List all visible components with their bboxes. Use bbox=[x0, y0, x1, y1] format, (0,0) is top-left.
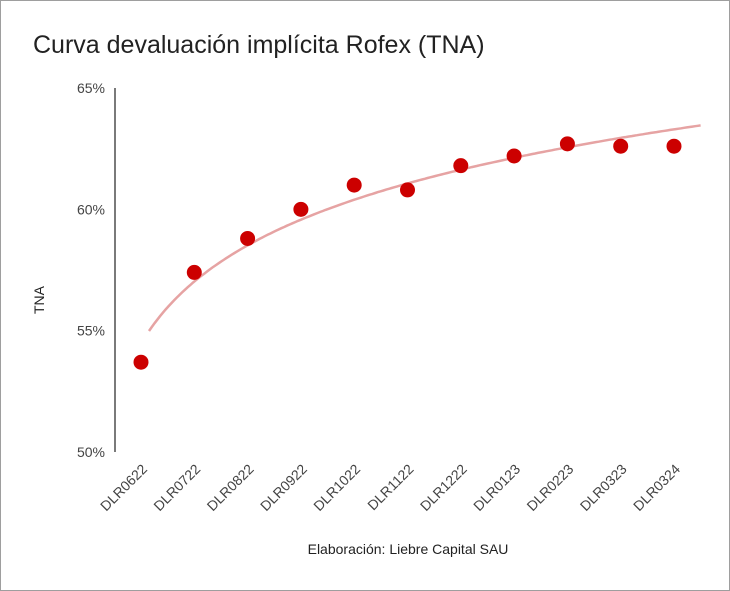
x-tick-label: DLR0622 bbox=[97, 461, 150, 514]
y-tick-label: 50% bbox=[77, 444, 105, 460]
data-point bbox=[559, 136, 575, 152]
x-tick-label: DLR1122 bbox=[364, 461, 417, 514]
x-tick-label: DLR1222 bbox=[417, 461, 470, 514]
x-tick-label: DLR0123 bbox=[470, 461, 523, 514]
y-tick-label: 65% bbox=[77, 80, 105, 96]
x-tick-label: DLR0722 bbox=[150, 461, 203, 514]
x-tick-label: DLR0822 bbox=[204, 461, 257, 514]
x-axis-label: Elaboración: Liebre Capital SAU bbox=[308, 541, 509, 557]
x-tick-label: DLR0922 bbox=[257, 461, 310, 514]
y-axis-label: TNA bbox=[31, 285, 47, 314]
data-point bbox=[666, 138, 682, 154]
trendline bbox=[147, 124, 701, 332]
x-tick-label: DLR1022 bbox=[310, 461, 363, 514]
x-tick-label: DLR0324 bbox=[630, 461, 683, 514]
data-point bbox=[133, 354, 149, 370]
y-tick-label: 55% bbox=[77, 323, 105, 339]
data-point bbox=[240, 230, 256, 246]
x-tick-label: DLR0223 bbox=[523, 461, 576, 514]
y-tick-label: 60% bbox=[77, 201, 105, 217]
data-point bbox=[613, 138, 629, 154]
data-point bbox=[346, 177, 362, 193]
x-tick-label: DLR0323 bbox=[577, 461, 630, 514]
chart-title: Curva devaluación implícita Rofex (TNA) bbox=[33, 31, 485, 59]
data-point bbox=[186, 264, 202, 280]
data-point bbox=[453, 158, 469, 174]
data-point bbox=[293, 201, 309, 217]
data-point bbox=[400, 182, 415, 198]
data-point bbox=[506, 148, 522, 164]
